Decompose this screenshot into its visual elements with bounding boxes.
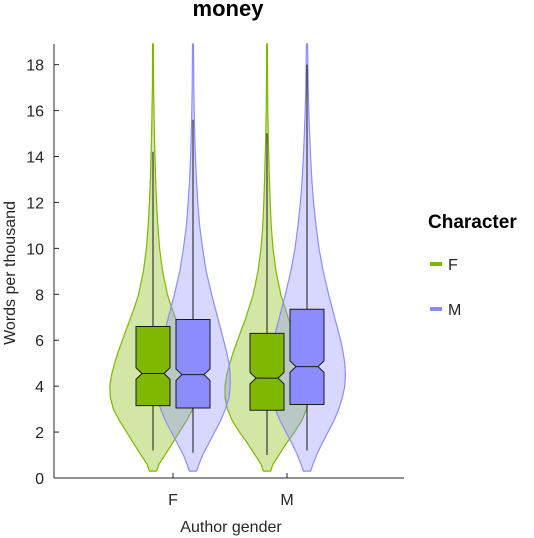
y-tick-label: 16 xyxy=(26,104,44,121)
box-f-m xyxy=(249,332,285,411)
x-tick-label: M xyxy=(280,492,293,509)
y-tick-label: 8 xyxy=(35,287,44,304)
axes-layer xyxy=(53,44,404,479)
y-tick-label: 10 xyxy=(26,241,44,258)
y-tick-label: 0 xyxy=(35,471,44,488)
ticks-layer: 0 2 4 6 8 10 12 14 16 18 F M xyxy=(26,58,293,509)
y-tick-label: 12 xyxy=(26,195,44,212)
y-tick-label: 2 xyxy=(35,425,44,442)
box-m-m xyxy=(289,308,325,406)
legend-label-f: F xyxy=(448,257,458,274)
y-tick-label: 14 xyxy=(26,150,44,167)
legend-items: FM xyxy=(430,257,461,319)
legend: Character FM xyxy=(428,212,517,319)
box-f-f xyxy=(135,325,171,407)
y-tick-label: 4 xyxy=(35,379,44,396)
boxes-layer xyxy=(135,64,325,456)
legend-label-m: M xyxy=(448,302,461,319)
y-tick-label: 6 xyxy=(35,333,44,350)
legend-title: Character xyxy=(428,212,517,233)
box-m-f xyxy=(175,319,211,409)
y-axis-title: Words per thousand xyxy=(2,201,19,345)
x-tick-label: F xyxy=(168,492,178,509)
y-tick-label: 18 xyxy=(26,58,44,75)
violins-layer xyxy=(109,43,347,472)
x-axis-title: Author gender xyxy=(180,519,282,536)
chart-title: money xyxy=(193,0,265,21)
